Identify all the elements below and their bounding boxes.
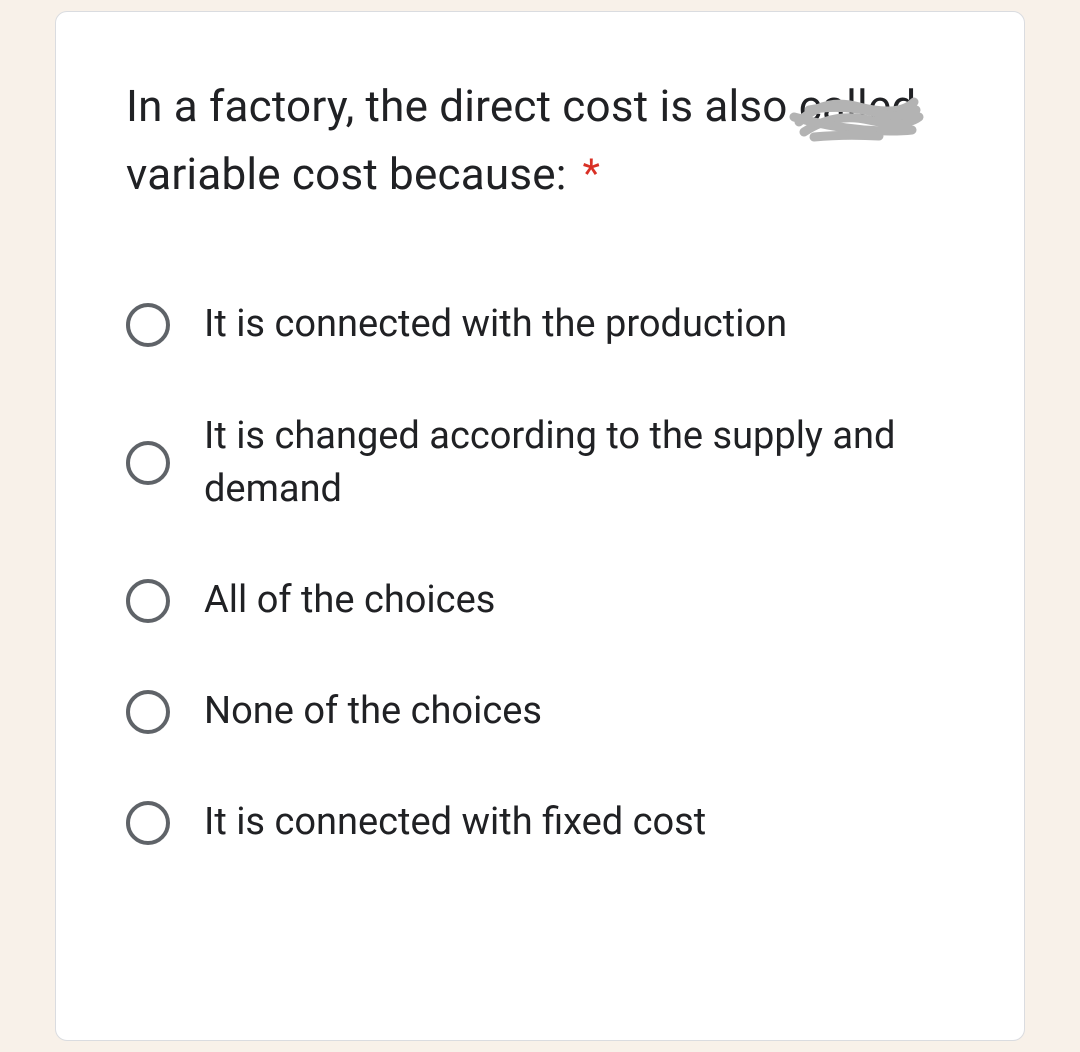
option-row-0[interactable]: It is connected with the production xyxy=(126,298,954,351)
radio-icon xyxy=(126,690,170,734)
option-row-1[interactable]: It is changed according to the supply an… xyxy=(126,410,954,516)
option-row-4[interactable]: It is connected with fixed cost xyxy=(126,796,954,849)
radio-icon xyxy=(126,441,170,485)
question-header: In a factory, the direct cost is also ca… xyxy=(126,72,954,208)
radio-icon xyxy=(126,303,170,347)
radio-icon xyxy=(126,579,170,623)
option-label: All of the choices xyxy=(204,574,495,627)
scribble-icon xyxy=(784,82,934,162)
option-row-3[interactable]: None of the choices xyxy=(126,685,954,738)
option-label: It is connected with the production xyxy=(204,298,787,351)
option-label: It is changed according to the supply an… xyxy=(204,410,954,516)
options-list: It is connected with the production It i… xyxy=(126,298,954,849)
required-asterisk: * xyxy=(583,150,600,197)
radio-icon xyxy=(126,801,170,845)
question-card: In a factory, the direct cost is also ca… xyxy=(55,11,1025,1041)
option-row-2[interactable]: All of the choices xyxy=(126,574,954,627)
option-label: None of the choices xyxy=(204,685,542,738)
option-label: It is connected with fixed cost xyxy=(204,796,706,849)
